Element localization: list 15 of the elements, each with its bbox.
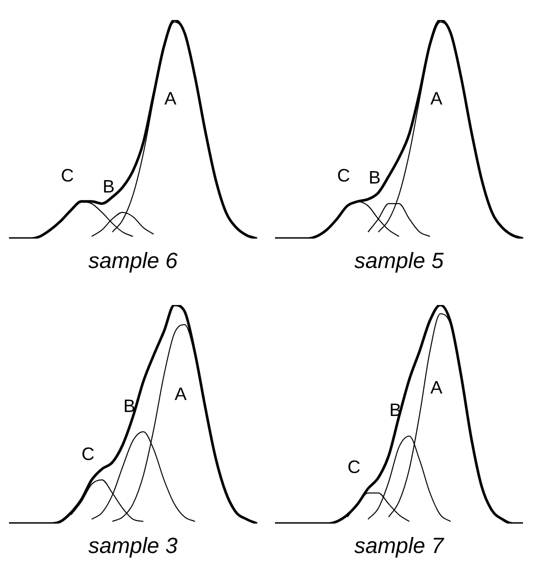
text: sample 5 xyxy=(354,248,444,273)
series-label: A xyxy=(164,88,176,109)
series-label: C xyxy=(337,165,350,186)
series-label: B xyxy=(123,396,136,416)
series-label: B xyxy=(368,168,381,188)
series-label: B xyxy=(102,176,115,196)
series-label: C xyxy=(60,165,74,186)
series-label: A xyxy=(430,88,442,109)
series-label: A xyxy=(174,384,187,404)
text: sample 7 xyxy=(354,532,444,558)
series-label: C xyxy=(348,456,360,477)
series-label: C xyxy=(82,444,94,464)
text: sample 3 xyxy=(88,532,178,558)
text: sample 6 xyxy=(88,248,178,273)
series-label: A xyxy=(430,378,442,398)
